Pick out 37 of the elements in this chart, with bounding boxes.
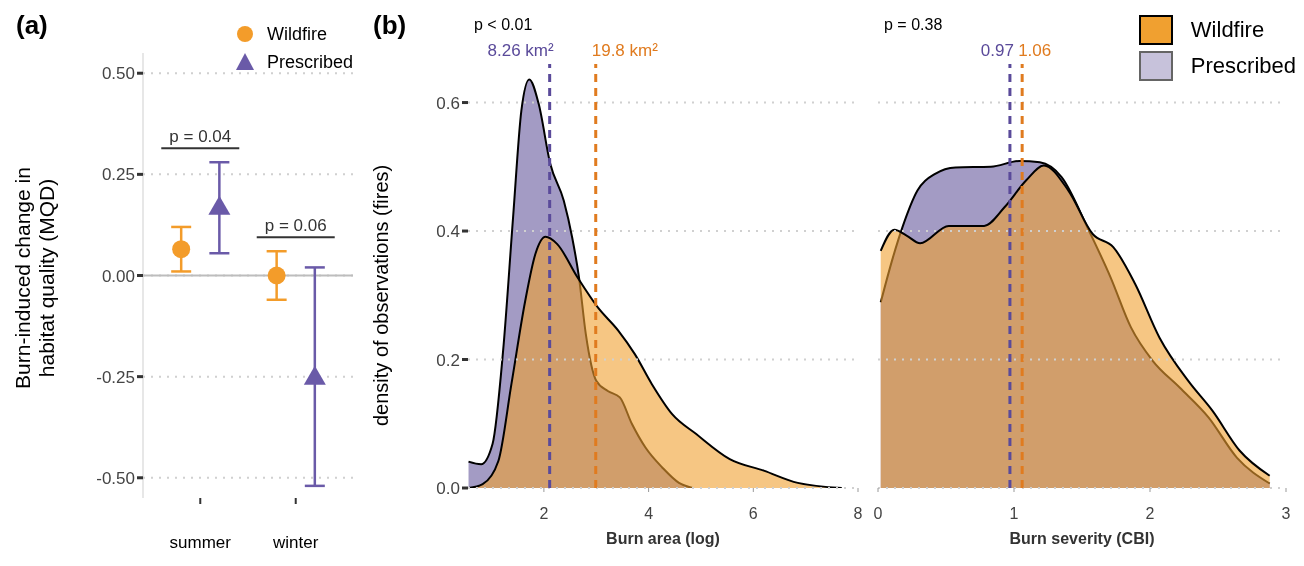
x-tick-label: summer [169,533,232,553]
ref-line-label: 8.26 km² [487,41,554,60]
y-tick-label: 0.25 [101,165,135,185]
y-tick-label: -0.50 [96,468,135,488]
y-tick-label: -0.25 [96,367,135,387]
x-axis-title: Burn severity (CBI) [1009,530,1155,547]
x-axis-title: Burn area (log) [606,530,720,547]
legend-label: Prescribed [1189,52,1296,80]
y-tick-label: 0.0 [436,479,460,499]
text: p = 0.38 [884,16,943,34]
x-tick-label: winter [272,533,319,553]
chart-title: (b) [373,10,407,41]
text: p < 0.01 [474,16,533,34]
y-tick-label: 0.2 [436,350,460,370]
annotation: p = 0.04 [169,127,232,147]
y-axis-title: density of observations (fires) [370,164,393,426]
legend-label: Wildfire [1189,16,1266,44]
x-tick-label: 6 [748,505,758,523]
chart-title: (a) [16,10,48,41]
x-tick-label: 2 [539,505,549,523]
y-tick-label: 0.50 [101,64,135,84]
legend-label: Wildfire [265,22,328,46]
annotation: p = 0.06 [264,216,327,236]
x-tick-label: 4 [644,505,654,523]
legend-label: Prescribed [265,50,353,74]
x-tick-label: 1 [1009,505,1019,523]
y-tick-label: 0.4 [436,222,460,242]
x-tick-label: 2 [1145,505,1155,523]
ref-line-label: 19.8 km² [591,41,659,60]
y-axis-title: Burn-induced change in habitat quality (MQD) [11,166,59,391]
y-tick-label: 0.00 [101,266,135,286]
ref-line-label: 0.97 [980,41,1014,60]
y-tick-label: 0.6 [436,93,460,113]
ref-line-label: 1.06 [1018,41,1052,60]
x-tick-label: 3 [1281,505,1291,523]
x-tick-label: 8 [853,505,863,523]
x-tick-label: 0 [873,505,883,523]
